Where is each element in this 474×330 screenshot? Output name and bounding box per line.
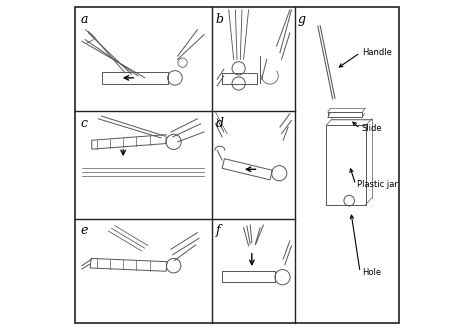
Text: Handle: Handle [362,48,392,57]
Bar [102,72,168,84]
Text: b: b [216,13,224,26]
Text: a: a [80,13,88,26]
Bar [222,271,275,282]
Bar [222,73,257,84]
Text: g: g [298,13,306,26]
Text: Plastic jar: Plastic jar [357,180,398,189]
Text: f: f [216,224,220,237]
Bar [326,125,366,205]
Text: e: e [80,224,88,237]
Text: Hole: Hole [362,268,381,277]
Text: c: c [80,117,87,130]
Text: Slide: Slide [362,124,383,133]
Text: d: d [216,117,224,130]
